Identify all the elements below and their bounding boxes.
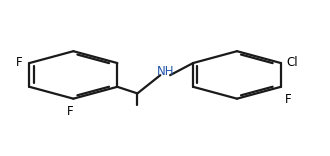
Text: F: F: [67, 105, 73, 117]
Text: F: F: [285, 93, 292, 106]
Text: Cl: Cl: [287, 56, 298, 69]
Text: NH: NH: [156, 65, 174, 78]
Text: F: F: [16, 56, 22, 69]
